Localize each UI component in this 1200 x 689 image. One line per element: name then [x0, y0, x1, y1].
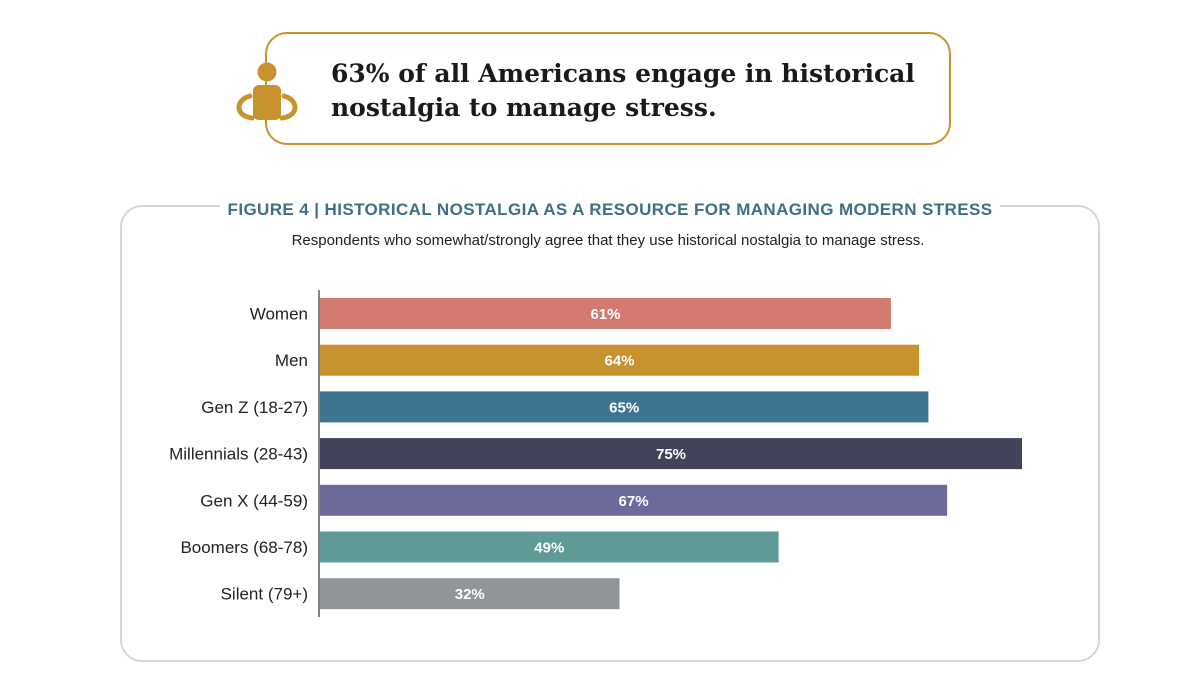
bar-value-label: 32%	[455, 586, 485, 603]
person-icon	[236, 62, 298, 121]
category-label: Gen X (44-59)	[200, 491, 308, 510]
category-label: Silent (79+)	[221, 585, 308, 604]
bar-1	[320, 344, 920, 376]
category-label: Millennials (28-43)	[169, 445, 308, 464]
bar-0	[320, 298, 891, 329]
bar-6	[320, 578, 620, 610]
bar-2	[320, 391, 929, 423]
bar-value-label: 61%	[590, 306, 620, 323]
bar-3	[320, 438, 1022, 470]
callout-text: 63% of all Americans engage in historica…	[331, 59, 915, 122]
bar-value-label: 75%	[656, 446, 686, 463]
category-label: Gen Z (18-27)	[201, 398, 308, 417]
category-label: Men	[275, 351, 308, 370]
bar-value-label: 64%	[605, 353, 635, 370]
bar-4	[320, 484, 948, 516]
bar-5	[320, 531, 779, 563]
figure-subtitle: Respondents who somewhat/strongly agree …	[291, 232, 925, 249]
bar-value-label: 67%	[619, 493, 649, 510]
bar-value-label: 49%	[534, 540, 564, 557]
category-label: Boomers (68-78)	[180, 538, 308, 557]
bar-value-label: 65%	[609, 399, 639, 416]
category-label: Women	[250, 305, 308, 324]
